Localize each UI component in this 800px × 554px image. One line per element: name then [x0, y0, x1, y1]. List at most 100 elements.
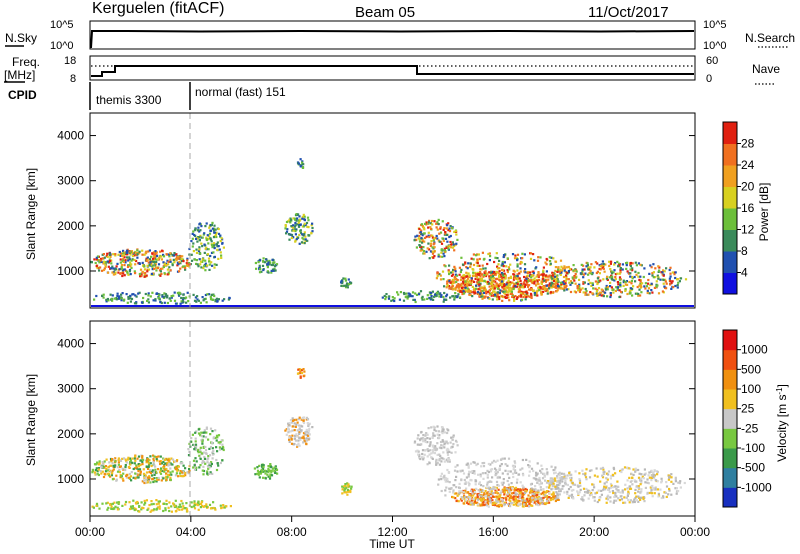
- power-echo: [130, 266, 133, 269]
- power-echo: [560, 265, 563, 268]
- power-echo: [128, 270, 131, 273]
- velocity-echo: [133, 507, 136, 510]
- power-echo: [208, 263, 211, 266]
- power-echo: [299, 229, 302, 232]
- velocity-echo: [424, 440, 427, 444]
- power-echo: [193, 258, 196, 261]
- velocity-echo: [147, 460, 150, 463]
- power-echo: [165, 253, 168, 256]
- velocity-echo: [470, 499, 473, 502]
- power-echo: [178, 270, 181, 273]
- power-echo: [425, 250, 428, 253]
- velocity-echo: [153, 464, 156, 467]
- velocity-echo: [438, 463, 441, 466]
- power-echo: [493, 270, 496, 274]
- power-echo: [609, 285, 612, 288]
- power-echo: [554, 284, 557, 287]
- power-echo: [496, 287, 499, 290]
- power-echo: [471, 285, 474, 288]
- velocity-echo: [656, 480, 659, 483]
- colorbar-label: -100: [741, 441, 765, 455]
- power-echo: [652, 263, 655, 266]
- power-echo: [96, 255, 100, 258]
- power-echo: [520, 298, 524, 301]
- velocity-echo: [480, 465, 483, 468]
- velocity-echo: [572, 483, 575, 486]
- power-echo: [555, 278, 558, 281]
- velocity-echo: [112, 458, 115, 461]
- power-echo: [602, 293, 605, 296]
- nave-tick-top: 60: [706, 55, 718, 67]
- velocity-echo: [98, 462, 101, 465]
- velocity-echo: [91, 471, 94, 474]
- power-echo: [266, 263, 270, 266]
- power-echo: [208, 260, 211, 263]
- velocity-echo: [202, 445, 205, 448]
- power-echo: [565, 274, 568, 277]
- velocity-echo: [494, 489, 497, 492]
- power-echo: [551, 271, 554, 274]
- velocity-echo: [188, 450, 191, 453]
- velocity-echo: [608, 487, 611, 490]
- power-echo: [118, 250, 121, 254]
- power-echo: [151, 291, 154, 294]
- power-echo: [195, 248, 198, 251]
- velocity-echo: [642, 497, 645, 501]
- power-echo: [527, 295, 530, 298]
- power-echo: [560, 271, 563, 274]
- velocity-echo: [506, 493, 509, 496]
- velocity-echo: [557, 495, 560, 498]
- velocity-echo: [528, 460, 531, 463]
- power-echo: [458, 273, 461, 276]
- power-echo: [478, 264, 481, 267]
- power-echo: [546, 290, 549, 293]
- velocity-echo: [512, 498, 515, 501]
- power-echo: [453, 298, 456, 301]
- power-echo: [636, 285, 639, 289]
- power-echo: [491, 275, 495, 278]
- nsky-trace: [90, 29, 695, 49]
- velocity-echo: [302, 441, 305, 444]
- power-echo: [532, 272, 535, 275]
- power-echo: [141, 253, 144, 256]
- velocity-echo: [513, 500, 516, 503]
- velocity-echo: [426, 433, 429, 436]
- velocity-echo: [444, 494, 447, 497]
- power-echo: [625, 280, 628, 283]
- velocity-echo: [169, 471, 172, 474]
- velocity-echo: [168, 462, 171, 465]
- velocity-echo: [527, 505, 531, 508]
- velocity-echo: [346, 488, 350, 491]
- power-echo: [536, 259, 540, 262]
- power-echo: [563, 267, 566, 270]
- velocity-echo: [508, 476, 511, 479]
- velocity-echo: [180, 499, 183, 503]
- power-echo: [155, 269, 158, 272]
- power-echo: [163, 262, 166, 266]
- velocity-echo: [648, 471, 651, 474]
- power-echo: [536, 280, 539, 283]
- power-echo: [102, 268, 106, 272]
- velocity-echo: [486, 473, 489, 476]
- power-echo: [202, 233, 205, 236]
- velocity-echo: [634, 467, 637, 470]
- power-echo: [551, 282, 554, 285]
- power-echo: [270, 271, 273, 274]
- velocity-echo: [526, 504, 529, 507]
- velocity-echo: [174, 504, 177, 507]
- velocity-echo: [593, 474, 596, 477]
- power-echo: [217, 227, 220, 231]
- power-echo: [662, 282, 665, 285]
- power-echo: [259, 259, 262, 262]
- power-echo: [658, 269, 661, 272]
- velocity-echo: [107, 466, 110, 469]
- power-echo: [502, 254, 506, 257]
- power-echo: [615, 286, 618, 289]
- velocity-echo: [634, 496, 637, 500]
- velocity-echo: [438, 434, 441, 437]
- velocity-echo: [153, 455, 156, 458]
- velocity-echo: [490, 490, 493, 493]
- velocity-echo: [628, 485, 632, 488]
- velocity-echo: [215, 439, 218, 442]
- velocity-echo: [260, 465, 264, 468]
